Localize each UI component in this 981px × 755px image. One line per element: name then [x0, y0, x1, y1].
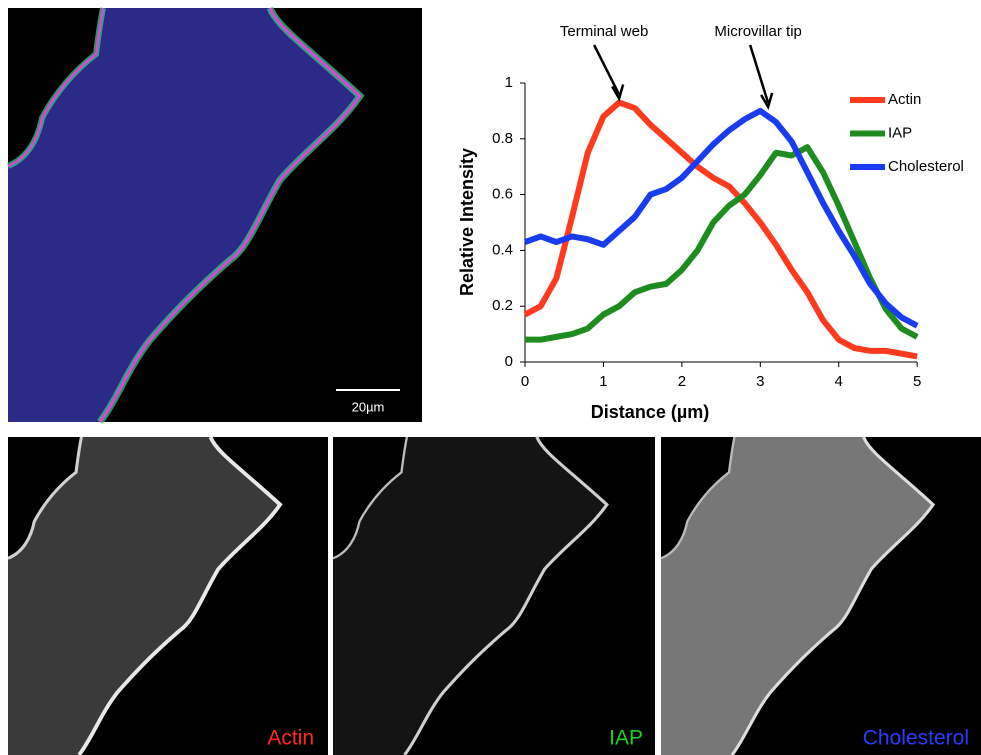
panel-label: Cholesterol: [863, 727, 969, 750]
legend-label: Cholesterol: [888, 158, 964, 175]
legend-label: IAP: [888, 124, 912, 141]
y-tick-label: 1: [505, 74, 513, 91]
x-tick-label: 1: [599, 373, 607, 390]
y-tick-label: 0.4: [492, 241, 513, 258]
figure: 20µm Actin IAP Cholesterol Distance (µm)…: [0, 0, 981, 755]
actin-image: [8, 437, 328, 755]
legend-label: Actin: [888, 91, 921, 108]
cholesterol-image: [661, 437, 981, 755]
x-tick-label: 2: [678, 373, 686, 390]
x-axis-title: Distance (µm): [591, 402, 709, 422]
y-tick-label: 0: [505, 353, 513, 370]
x-tick-label: 4: [835, 373, 843, 390]
iap-image: [333, 437, 655, 755]
merged-image: 20µm: [8, 8, 422, 422]
y-tick-label: 0.2: [492, 297, 513, 314]
annotation: Microvillar tip: [714, 23, 802, 40]
x-tick-label: 3: [756, 373, 764, 390]
annotation: Terminal web: [560, 23, 648, 40]
page: 20µm Actin IAP Cholesterol Distance (µm)…: [0, 0, 981, 755]
x-tick-label: 0: [521, 373, 529, 390]
panel-label: IAP: [609, 727, 643, 750]
x-tick-label: 5: [913, 373, 921, 390]
annotation-arrow: [594, 45, 619, 95]
annotation-arrow: [750, 45, 768, 103]
scale-bar-label: 20µm: [352, 399, 385, 414]
y-tick-label: 0.6: [492, 186, 513, 203]
panel-label: Actin: [267, 727, 314, 750]
y-axis-title: Relative Intensity: [457, 148, 477, 296]
y-tick-label: 0.8: [492, 130, 513, 147]
